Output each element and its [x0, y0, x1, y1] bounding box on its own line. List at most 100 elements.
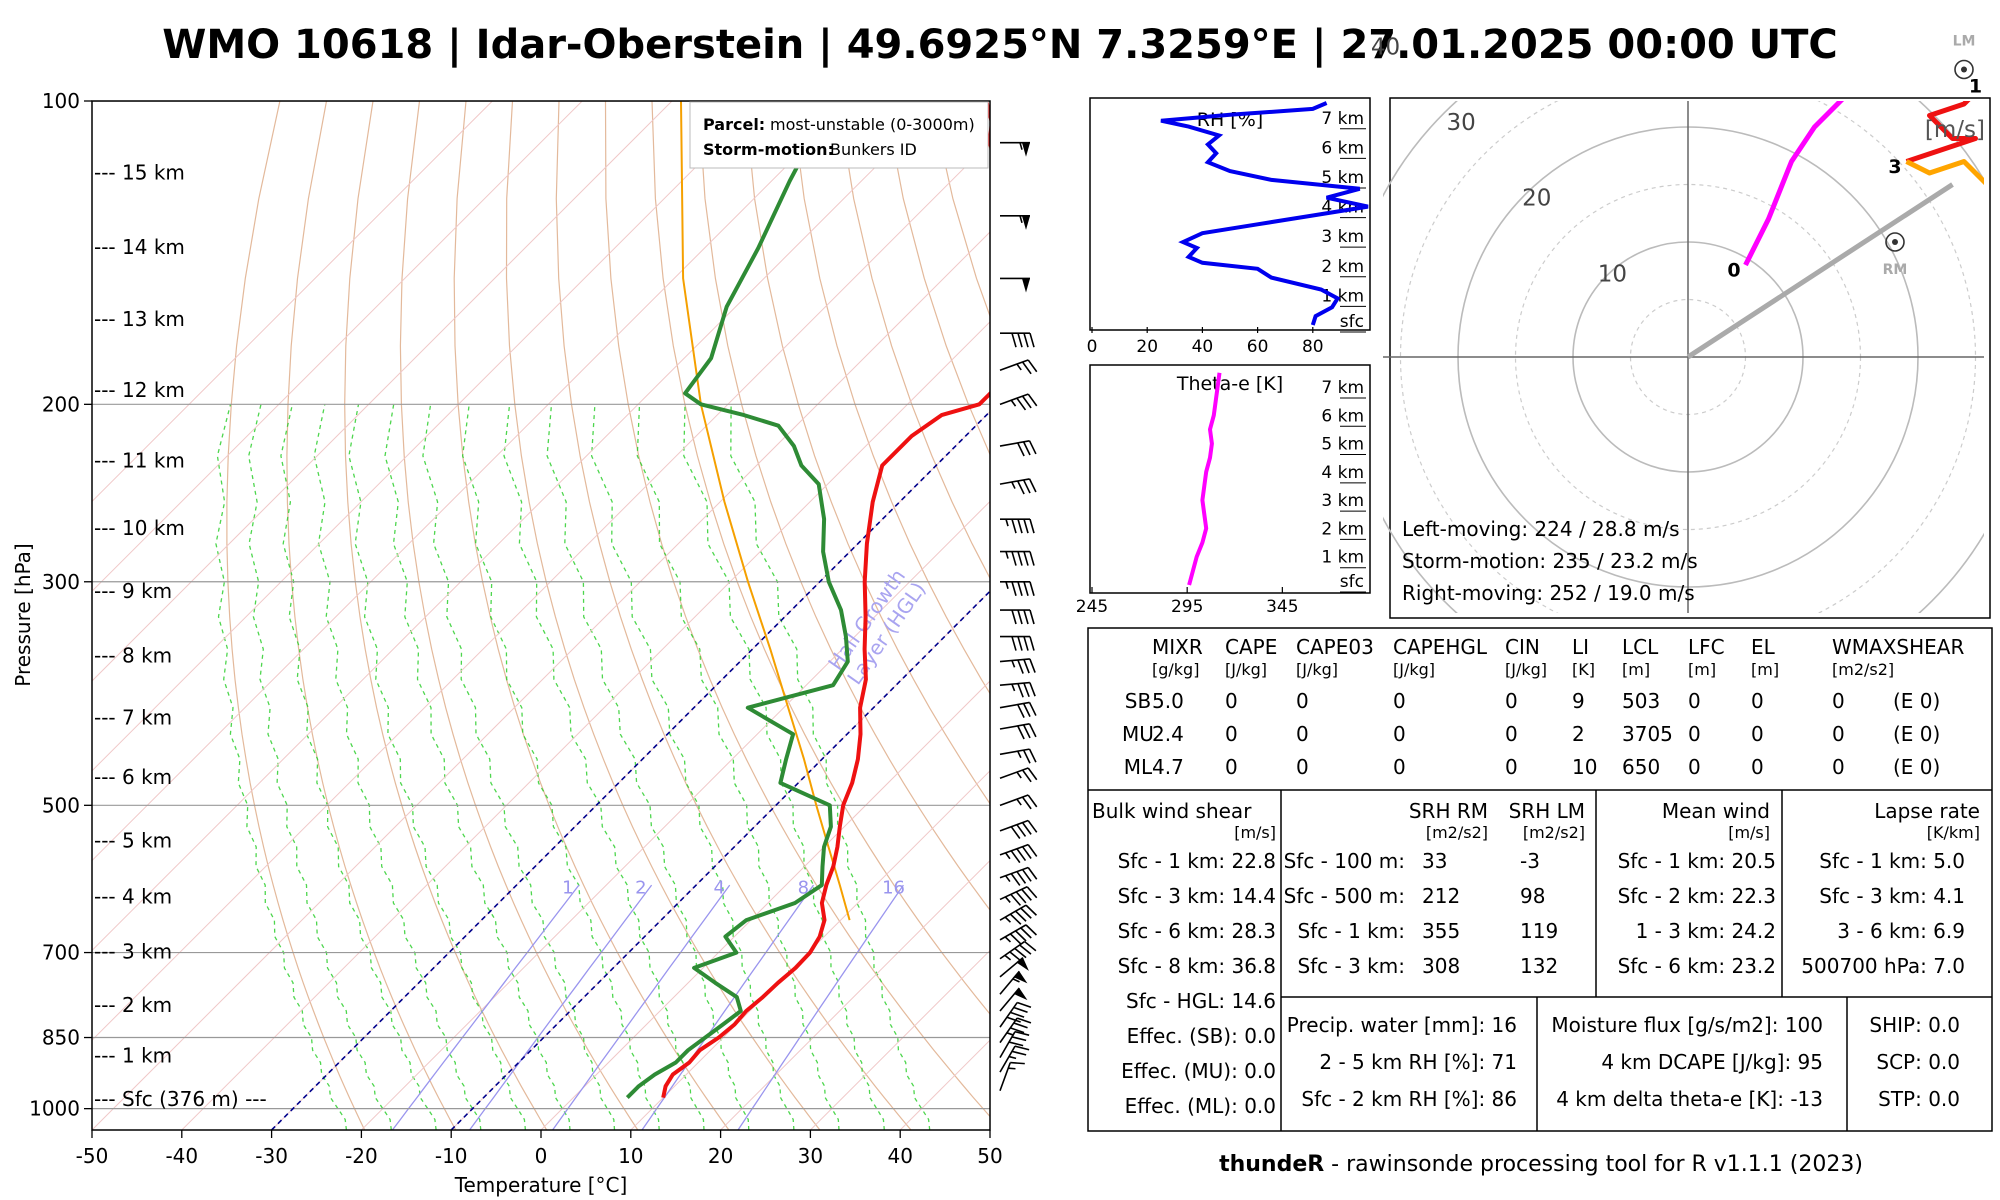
isotherm: [450, 590, 990, 1130]
table-cell: 0: [1832, 755, 1845, 779]
shear-row: Sfc - 3 km: 14.4: [1118, 884, 1276, 908]
mixing-ratio-label: 8: [798, 877, 809, 898]
table-cell: (E 0): [1893, 755, 1940, 779]
hodo-ring-label: 30: [1446, 110, 1475, 136]
x-tick-label: 40: [887, 1144, 912, 1168]
mixing-ratio-label: 1: [562, 877, 573, 898]
legend-storm-key: Storm-motion:: [703, 140, 834, 159]
barb-full: [1016, 871, 1027, 884]
table-header: CIN: [1505, 635, 1540, 659]
barb-half: [1011, 481, 1016, 489]
barb-full: [1011, 1036, 1027, 1042]
barb-half: [1011, 660, 1016, 668]
barb-full: [1023, 581, 1029, 596]
srh-rm-unit: [m2/s2]: [1426, 823, 1488, 842]
height-label: --- 12 km: [94, 378, 185, 402]
table-cell: 2.4: [1152, 722, 1184, 746]
wind-barb: [999, 904, 1038, 925]
isotherm: [92, 101, 673, 682]
table-cell: 650: [1622, 755, 1660, 779]
moist-adiabat: [384, 404, 571, 1130]
barb-full: [1027, 867, 1038, 880]
dry-adiabat: [791, 101, 990, 695]
height-label: 1 km: [1321, 548, 1364, 568]
lapse-unit: [K/km]: [1927, 823, 1980, 842]
wind-barb: [1000, 277, 1030, 293]
misc-row: 4 km DCAPE [J/kg]: 95: [1601, 1050, 1823, 1074]
wind-barb: [1000, 580, 1035, 596]
isotherm: [92, 101, 852, 862]
table-cell: 0: [1751, 722, 1764, 746]
wind-barb: [999, 987, 1028, 1012]
barb-full: [1017, 518, 1023, 534]
barb-half: [1019, 215, 1023, 224]
barb-full: [1021, 361, 1032, 375]
height-label: --- 7 km: [94, 705, 172, 729]
height-label: 4 km: [1321, 463, 1364, 483]
rm-marker-ring: [1885, 232, 1905, 252]
shear-row: Sfc - HGL: 14.6: [1126, 989, 1276, 1013]
mean-unit: [m/s]: [1728, 823, 1770, 842]
srh-layer: Sfc - 500 m:: [1284, 884, 1405, 908]
barb-staff: [999, 767, 1029, 779]
hodograph-units: [m/s]: [1925, 117, 1985, 143]
barb-flag: [1022, 278, 1030, 293]
barb-full: [1023, 609, 1029, 625]
moist-adiabat: [348, 404, 527, 1130]
table-cell: 0: [1505, 755, 1518, 779]
table-cell: 2: [1572, 722, 1585, 746]
dry-adiabat: [651, 101, 990, 1015]
barb-full: [1014, 947, 1027, 959]
barb-flag: [1022, 215, 1030, 230]
wind-barb: [999, 478, 1037, 495]
barb-flag: [1016, 957, 1029, 971]
table-cell: 0: [1393, 689, 1406, 713]
table-header: WMAXSHEAR: [1832, 635, 1964, 659]
srh-layer: Sfc - 1 km:: [1297, 919, 1405, 943]
barb-staff: [999, 440, 1030, 447]
table-unit: [g/kg]: [1152, 660, 1199, 679]
hodo-height-label: 3: [1888, 156, 1901, 178]
x-tick-label: 345: [1266, 597, 1298, 617]
table-cell: (E 0): [1893, 722, 1940, 746]
barb-full: [1029, 609, 1035, 625]
barb-staff: [999, 748, 1030, 756]
x-tick-label: -40: [165, 1144, 198, 1168]
barb-staff: [999, 393, 1029, 406]
wind-barb: [999, 970, 1028, 995]
barb-full: [1028, 723, 1037, 738]
index-row: STP: 0.0: [1878, 1087, 1960, 1111]
table-cell: 0: [1225, 722, 1238, 746]
hodo-ring-label: 10: [1598, 261, 1627, 287]
wind-barb: [999, 886, 1038, 906]
barb-staff: [999, 478, 1030, 485]
wind-barb: [999, 819, 1038, 839]
isotherm: [810, 949, 990, 1130]
barb-full: [1029, 551, 1035, 566]
table-unit: [m]: [1751, 660, 1779, 679]
barb-full: [1017, 725, 1025, 740]
storm-motion-text: Right-moving: 252 / 19.0 m/s: [1402, 581, 1695, 605]
barb-half: [1016, 363, 1022, 371]
barb-half: [1004, 916, 1011, 923]
x-tick-label: -50: [76, 1144, 109, 1168]
isotherm: [92, 101, 493, 503]
isotherm: [92, 101, 763, 772]
table-cell: SB: [1125, 689, 1151, 713]
y-tick-label: 300: [42, 570, 80, 594]
table-cell: 0: [1393, 755, 1406, 779]
table-unit: [m2/s2]: [1832, 660, 1894, 679]
rm-marker-dot: [1892, 239, 1898, 245]
height-label: sfc: [1340, 572, 1364, 592]
isotherm: [92, 231, 990, 1130]
barb-full: [1016, 848, 1027, 862]
wind-barb: [999, 767, 1038, 783]
barb-full: [1021, 395, 1032, 409]
srh-rm-value: 355: [1422, 919, 1460, 943]
wind-barb: [999, 956, 1029, 978]
legend-parcel-key: Parcel:: [703, 115, 765, 134]
srh-rm-value: 308: [1422, 954, 1460, 978]
hodo-height-label: 1: [1969, 76, 1982, 98]
lapse-row: Sfc - 1 km: 5.0: [1819, 849, 1965, 873]
wind-barb: [999, 1045, 1030, 1073]
